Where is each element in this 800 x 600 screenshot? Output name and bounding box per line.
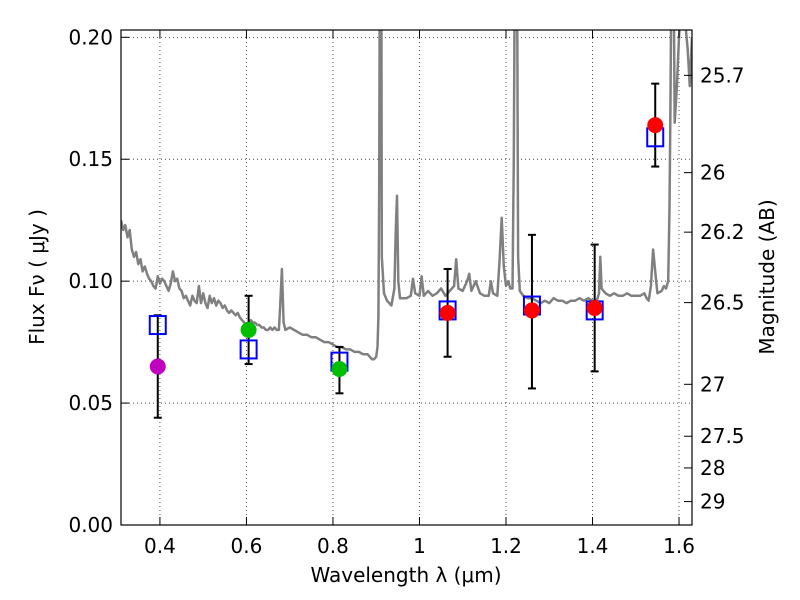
observed-circle-marker	[524, 303, 539, 318]
x-tick-label: 0.4	[144, 534, 176, 558]
right-axis-title: Magnitude (AB)	[755, 199, 779, 354]
figure-background	[0, 0, 800, 600]
right-tick-label: 28	[700, 456, 725, 480]
right-tick-label: 29	[700, 490, 725, 514]
y-tick-label: 0.15	[68, 147, 113, 171]
observed-circle-marker	[150, 359, 165, 374]
y-tick-label: 0.20	[68, 25, 113, 49]
y-axis-title: Flux Fν ( μJy )	[25, 209, 49, 345]
x-tick-label: 1.2	[490, 534, 522, 558]
observed-circle-marker	[440, 305, 455, 320]
observed-circle-marker	[241, 322, 256, 337]
y-tick-label: 0.10	[68, 269, 113, 293]
right-tick-label: 26	[700, 161, 725, 185]
x-tick-label: 0.8	[317, 534, 349, 558]
right-tick-label: 26.5	[700, 291, 745, 315]
right-tick-label: 27.5	[700, 424, 745, 448]
sed-chart: 0.4 0.6 0.8 1 1.2 1.4 1.6 0.00 0.05 0.10 0.15 0.20…	[0, 0, 800, 600]
y-tick-label: 0.05	[68, 391, 113, 415]
observed-circle-marker	[587, 300, 602, 315]
x-tick-label: 1.4	[577, 534, 609, 558]
x-tick-label: 1.6	[663, 534, 695, 558]
observed-circle-marker	[648, 118, 663, 133]
x-axis-title: Wavelength λ (μm)	[310, 563, 501, 587]
observed-circle-marker	[332, 361, 347, 376]
right-tick-label: 25.7	[700, 63, 745, 87]
x-tick-label: 0.6	[231, 534, 263, 558]
right-tick-label: 27	[700, 372, 725, 396]
y-tick-label: 0.00	[68, 513, 113, 537]
right-tick-label: 26.2	[700, 220, 745, 244]
x-tick-label: 1	[413, 534, 426, 558]
